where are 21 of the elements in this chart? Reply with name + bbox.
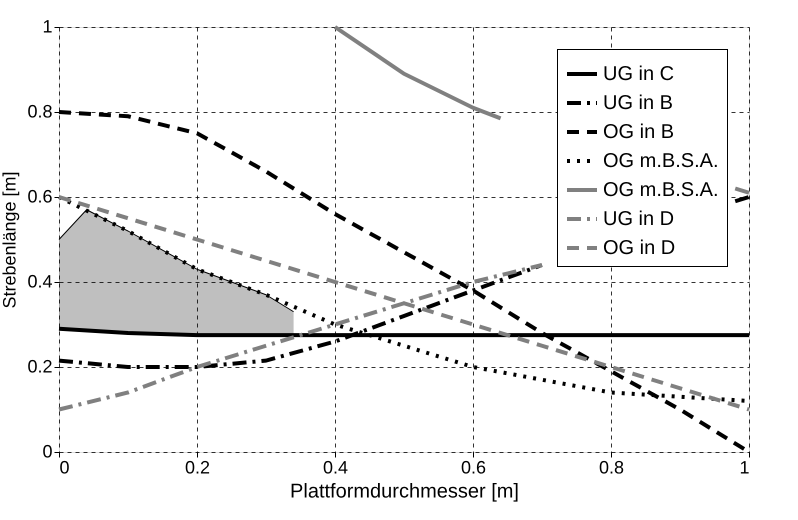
x-tick-label: 0.4 bbox=[322, 458, 348, 478]
y-tick-label: 1 bbox=[42, 16, 52, 36]
y-tick-label: 0.6 bbox=[27, 186, 52, 206]
y-axis-title: Strebenlänge [m] bbox=[0, 171, 20, 309]
y-tick-label: 0.8 bbox=[27, 102, 52, 122]
x-tick-label: 0.6 bbox=[460, 458, 486, 478]
legend-label: UG in C bbox=[603, 63, 674, 85]
x-axis-title: Plattformdurchmesser [m] bbox=[290, 480, 519, 502]
y-tick-label: 0.4 bbox=[27, 272, 52, 292]
legend-label: OG m.B.S.A. bbox=[603, 179, 719, 201]
x-tick-label: 0.8 bbox=[598, 458, 624, 478]
x-tick-label: 0 bbox=[60, 458, 70, 478]
legend-label: UG in B bbox=[603, 92, 674, 114]
legend-label: OG in B bbox=[603, 121, 674, 143]
legend-label: OG m.B.S.A. bbox=[603, 150, 719, 172]
x-tick-label: 1 bbox=[739, 458, 750, 478]
y-tick-label: 0 bbox=[42, 442, 52, 462]
legend-label: UG in D bbox=[603, 208, 674, 230]
y-tick-label: 0.2 bbox=[27, 356, 52, 376]
legend-label: OG in D bbox=[603, 237, 676, 259]
x-tick-label: 0.2 bbox=[184, 458, 210, 478]
